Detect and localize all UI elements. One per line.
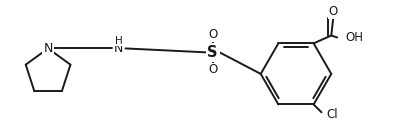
Text: O: O (208, 28, 217, 41)
Text: N: N (43, 42, 53, 55)
Text: H: H (115, 43, 123, 53)
Text: S: S (207, 45, 218, 60)
Text: H: H (115, 36, 123, 46)
Text: O: O (329, 6, 338, 18)
Text: H: H (115, 38, 123, 48)
Text: O: O (208, 63, 217, 76)
Text: OH: OH (345, 31, 363, 44)
Text: Cl: Cl (326, 108, 338, 121)
Text: N: N (114, 42, 123, 55)
